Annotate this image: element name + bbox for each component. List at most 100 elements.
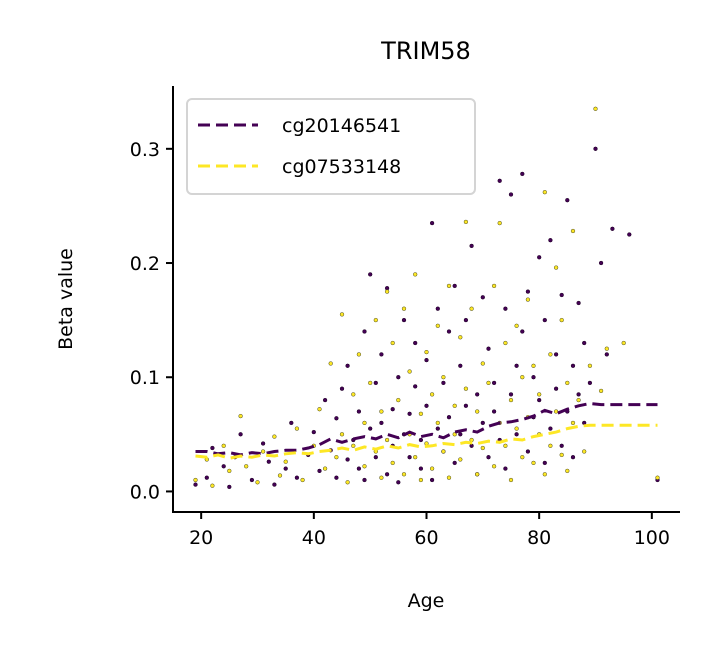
point-cg20146541 — [469, 243, 474, 249]
point-cg07533148 — [503, 443, 508, 448]
y-tick-label: 0.0 — [130, 481, 160, 503]
point-cg20146541 — [514, 363, 519, 368]
point-cg20146541 — [508, 392, 514, 397]
point-cg07533148 — [255, 480, 260, 485]
trend-line-cg20146541 — [195, 401, 658, 457]
point-cg07533148 — [446, 475, 452, 480]
point-cg20146541 — [559, 292, 564, 298]
point-cg20146541 — [593, 146, 598, 151]
point-cg07533148 — [238, 413, 243, 419]
point-cg07533148 — [384, 289, 390, 294]
trend-layer — [195, 401, 658, 460]
point-cg07533148 — [300, 477, 305, 483]
point-cg07533148 — [362, 464, 367, 469]
point-cg07533148 — [418, 477, 424, 483]
point-cg20146541 — [424, 403, 429, 408]
point-cg07533148 — [322, 466, 328, 471]
point-cg20146541 — [576, 300, 581, 306]
point-cg20146541 — [542, 460, 547, 466]
point-cg20146541 — [503, 306, 508, 311]
point-cg07533148 — [582, 449, 587, 454]
point-cg20146541 — [429, 220, 435, 226]
point-cg07533148 — [525, 297, 531, 302]
point-cg20146541 — [334, 475, 339, 480]
point-cg07533148 — [413, 455, 418, 460]
point-cg07533148 — [508, 397, 514, 403]
point-cg07533148 — [480, 361, 485, 366]
legend: cg20146541 cg07533148 — [186, 98, 476, 195]
point-cg07533148 — [446, 283, 452, 289]
point-cg20146541 — [469, 443, 474, 448]
point-cg07533148 — [283, 459, 288, 464]
legend-box — [186, 98, 476, 195]
point-cg20146541 — [520, 329, 525, 334]
point-cg20146541 — [508, 192, 514, 197]
point-cg07533148 — [548, 443, 553, 448]
point-cg20146541 — [598, 260, 604, 266]
point-cg07533148 — [508, 477, 514, 483]
point-cg20146541 — [514, 432, 519, 437]
point-cg20146541 — [570, 455, 576, 460]
point-cg20146541 — [480, 420, 485, 426]
point-cg07533148 — [435, 323, 440, 328]
point-cg20146541 — [339, 386, 345, 391]
point-cg20146541 — [362, 477, 367, 483]
point-cg20146541 — [227, 484, 232, 490]
point-cg20146541 — [503, 466, 508, 471]
point-cg20146541 — [452, 460, 457, 466]
point-cg07533148 — [435, 420, 440, 426]
point-cg07533148 — [542, 190, 547, 195]
point-cg20146541 — [537, 255, 542, 260]
point-cg20146541 — [413, 340, 418, 346]
point-cg20146541 — [260, 441, 266, 446]
point-cg20146541 — [249, 477, 255, 483]
point-cg07533148 — [548, 352, 553, 357]
trend-line-cg07533148 — [195, 423, 658, 460]
x-ticks: 20 40 60 80 100 — [189, 512, 670, 549]
point-cg20146541 — [446, 329, 452, 334]
point-cg20146541 — [362, 329, 367, 334]
point-cg07533148 — [379, 409, 384, 414]
y-tick-label: 0.3 — [130, 139, 160, 161]
point-cg20146541 — [289, 420, 294, 426]
point-cg07533148 — [514, 426, 519, 431]
point-cg07533148 — [553, 409, 559, 414]
x-tick-label: 60 — [414, 527, 438, 549]
point-cg07533148 — [379, 475, 384, 480]
point-cg20146541 — [480, 295, 485, 300]
point-cg20146541 — [542, 317, 547, 323]
point-cg07533148 — [373, 317, 378, 323]
point-cg07533148 — [559, 452, 564, 458]
point-cg07533148 — [604, 346, 609, 351]
point-cg20146541 — [210, 445, 215, 451]
y-tick-label: 0.2 — [130, 253, 160, 275]
point-cg07533148 — [458, 457, 463, 462]
point-cg20146541 — [458, 363, 463, 368]
point-cg07533148 — [441, 449, 446, 454]
point-cg07533148 — [424, 349, 429, 355]
point-cg07533148 — [576, 397, 581, 403]
point-cg20146541 — [193, 482, 198, 487]
legend-label-cg07533148: cg07533148 — [282, 156, 401, 178]
point-cg20146541 — [486, 455, 491, 460]
y-axis-label: Beta value — [55, 248, 77, 350]
point-cg07533148 — [553, 265, 559, 270]
y-tick-label: 0.1 — [130, 367, 160, 389]
point-cg20146541 — [441, 380, 446, 386]
point-cg07533148 — [272, 434, 277, 439]
chart-title: TRIM58 — [380, 37, 471, 65]
point-cg20146541 — [418, 437, 424, 443]
point-cg07533148 — [351, 443, 356, 448]
point-cg20146541 — [272, 482, 277, 487]
point-cg07533148 — [390, 460, 395, 466]
point-cg07533148 — [469, 306, 474, 311]
point-cg07533148 — [593, 106, 598, 111]
point-cg20146541 — [266, 459, 271, 464]
point-cg20146541 — [379, 420, 384, 426]
point-cg20146541 — [559, 443, 564, 448]
point-cg07533148 — [486, 380, 491, 386]
point-cg07533148 — [351, 392, 356, 397]
point-cg20146541 — [317, 468, 322, 474]
point-cg20146541 — [610, 226, 615, 231]
